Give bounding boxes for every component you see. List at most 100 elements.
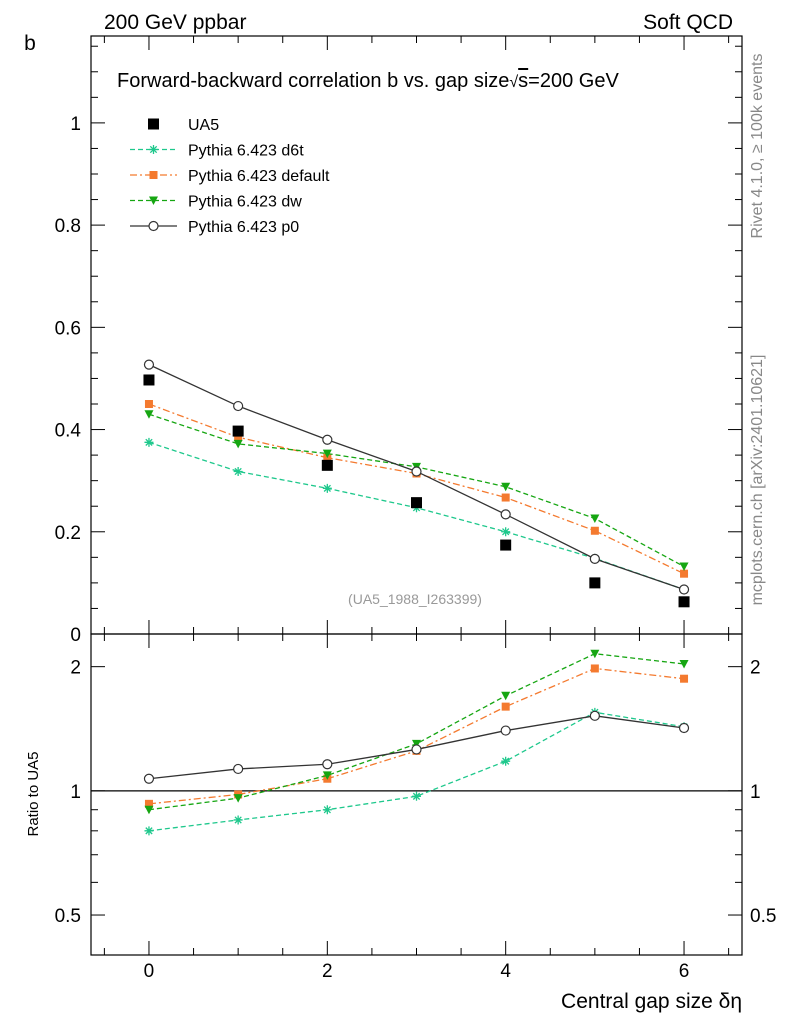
ratio-point-pythia-6-423-default [501, 702, 510, 711]
main-point-pythia-6-423-default [144, 400, 153, 408]
ratio-y-tick-label: 1 [70, 782, 81, 803]
legend-marker-pythia-6-423-default [149, 171, 158, 179]
ratio-point-pythia-6-423-default [144, 799, 153, 808]
ratio-plot-area: 0.5 0.5 1 1 2 2 [55, 633, 776, 956]
ratio-point-pythia-6-423-default [680, 674, 689, 683]
ratio-y-axis-label: Ratio to UA5 [25, 751, 42, 836]
y-tick-label: 1 [70, 114, 81, 135]
main-point-pythia-6-423-d6t [233, 466, 243, 476]
x-axis-label: Central gap size δη [561, 990, 742, 1013]
watermark: (UA5_1988_I263399) [348, 591, 482, 607]
sqrt-sign: √ [509, 74, 518, 91]
ratio-point-pythia-6-423-default [590, 664, 599, 673]
ratio-point-pythia-6-423-d6t [412, 791, 421, 801]
main-point-pythia-6-423-default [590, 526, 599, 535]
main-point-pythia-6-423-p0 [233, 400, 244, 412]
ratio-point-pythia-6-423-p0 [411, 744, 422, 755]
main-point-pythia-6-423-dw [679, 562, 689, 572]
legend: UA5 Pythia 6.423 d6t Pythia 6.423 default P… [130, 117, 330, 236]
main-point-pythia-6-423-dw [590, 514, 600, 523]
legend-marker-pythia-6-423-dw [149, 196, 158, 205]
main-point-ua5 [143, 374, 155, 386]
plot-title: Forward-backward correlation b vs. gap s… [117, 70, 619, 92]
ratio-line-pythia-6-423-default [148, 667, 685, 805]
ratio-point-pythia-6-423-p0 [322, 759, 333, 770]
ratio-point-pythia-6-423-d6t [322, 805, 332, 815]
ratio-y-tick-label-right: 1 [750, 782, 761, 803]
ratio-point-pythia-6-423-dw [144, 805, 154, 815]
plot-title-main: Forward-backward correlation b vs. gap s… [117, 70, 509, 92]
ratio-point-pythia-6-423-dw [233, 794, 243, 803]
legend-label-pythia-6-423-dw: Pythia 6.423 dw [188, 194, 302, 211]
main-point-pythia-6-423-dw [144, 410, 154, 419]
ratio-point-pythia-6-423-dw [590, 649, 600, 659]
main-point-pythia-6-423-d6t [144, 437, 154, 447]
legend-label-ua5: UA5 [188, 117, 219, 134]
y-tick-label: 0.8 [55, 216, 81, 237]
ratio-ticks: 0.5 0.5 1 1 2 2 [55, 634, 776, 955]
main-point-ua5 [232, 425, 244, 437]
y-tick-label: 0 [70, 625, 81, 646]
x-tick-label: 2 [322, 961, 333, 982]
main-point-pythia-6-423-dw [233, 439, 243, 449]
header-left: 200 GeV ppbar [104, 11, 246, 34]
y-tick-label: 0.4 [55, 421, 82, 442]
x-tick-label: 4 [500, 961, 511, 982]
ratio-point-pythia-6-423-p0 [143, 773, 155, 784]
main-point-pythia-6-423-p0 [589, 553, 600, 564]
ratio-point-pythia-6-423-dw [412, 739, 421, 749]
main-series [143, 359, 690, 608]
ratio-series [143, 649, 690, 836]
legend-marker-pythia-6-423-d6t [149, 145, 158, 154]
ratio-point-pythia-6-423-p0 [589, 710, 600, 721]
main-point-ua5 [500, 539, 512, 551]
ratio-point-pythia-6-423-p0 [678, 722, 690, 734]
legend-label-pythia-6-423-d6t: Pythia 6.423 d6t [188, 143, 304, 160]
header-right: Soft QCD [643, 11, 733, 34]
ratio-point-pythia-6-423-p0 [500, 725, 511, 736]
main-point-ua5 [411, 497, 422, 509]
main-point-pythia-6-423-p0 [322, 434, 333, 445]
legend-marker-ua5 [148, 118, 159, 130]
ratio-point-pythia-6-423-p0 [233, 763, 244, 775]
main-point-ua5 [678, 596, 690, 608]
main-point-pythia-6-423-p0 [143, 359, 155, 370]
x-tick-label: 6 [679, 961, 690, 982]
ratio-y-tick-label: 0.5 [55, 906, 81, 927]
main-point-pythia-6-423-default [234, 433, 243, 442]
y-tick-label: 0.6 [55, 318, 81, 339]
main-line-pythia-6-423-dw [148, 413, 685, 568]
ratio-line-pythia-6-423-dw [148, 653, 685, 811]
main-point-pythia-6-423-default [501, 493, 510, 502]
ratio-point-pythia-6-423-d6t [144, 826, 154, 836]
y-axis-label: b [24, 32, 36, 55]
ratio-y-tick-label: 2 [70, 658, 81, 679]
main-point-pythia-6-423-dw [501, 482, 511, 492]
main-point-pythia-6-423-p0 [500, 509, 511, 520]
main-point-pythia-6-423-d6t [501, 527, 511, 537]
plot-title-energy: =200 GeV [528, 70, 619, 92]
ratio-point-pythia-6-423-d6t [501, 756, 511, 766]
main-plot-area: Forward-backward correlation b vs. gap s… [55, 35, 743, 646]
main-line-pythia-6-423-default [148, 403, 685, 575]
x-tick-labels: 0 2 4 6 [144, 961, 690, 982]
plot-title-sqrt-arg: s [518, 70, 528, 92]
main-point-ua5 [589, 577, 601, 589]
legend-label-pythia-6-423-default: Pythia 6.423 default [188, 168, 330, 185]
ratio-y-tick-label-right: 0.5 [750, 906, 776, 927]
main-point-pythia-6-423-p0 [678, 584, 690, 595]
ratio-point-pythia-6-423-dw [501, 691, 511, 701]
ratio-y-tick-label-right: 2 [750, 658, 761, 679]
y-tick-label: 0.2 [55, 523, 81, 544]
ratio-point-pythia-6-423-d6t [233, 815, 243, 825]
main-point-pythia-6-423-d6t [322, 483, 332, 493]
legend-marker-pythia-6-423-p0 [148, 220, 159, 232]
main-point-ua5 [321, 459, 333, 471]
ratio-point-pythia-6-423-dw [679, 659, 689, 669]
side-text-upper: Rivet 4.1.0, ≥ 100k events [749, 54, 766, 239]
main-ticks: 0 0.2 0.4 0.6 0.8 1 [55, 36, 742, 646]
main-point-pythia-6-423-default [680, 569, 689, 578]
x-tick-label: 0 [144, 961, 155, 982]
legend-label-pythia-6-423-p0: Pythia 6.423 p0 [188, 219, 299, 236]
